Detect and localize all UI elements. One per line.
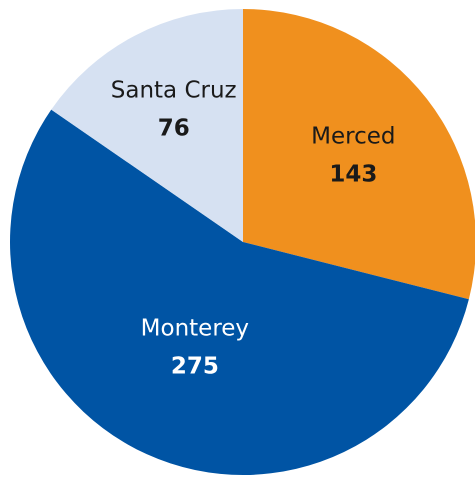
slice-label: Merced [311, 124, 395, 150]
pie-slice [51, 9, 244, 242]
slice-label: Santa Cruz [111, 77, 237, 103]
slice-value: 143 [329, 162, 377, 188]
slice-value: 275 [171, 354, 219, 380]
slice-value: 76 [158, 115, 190, 141]
pie-slice [10, 109, 469, 475]
pie-slice [243, 9, 475, 300]
slice-label: Monterey [141, 316, 249, 342]
